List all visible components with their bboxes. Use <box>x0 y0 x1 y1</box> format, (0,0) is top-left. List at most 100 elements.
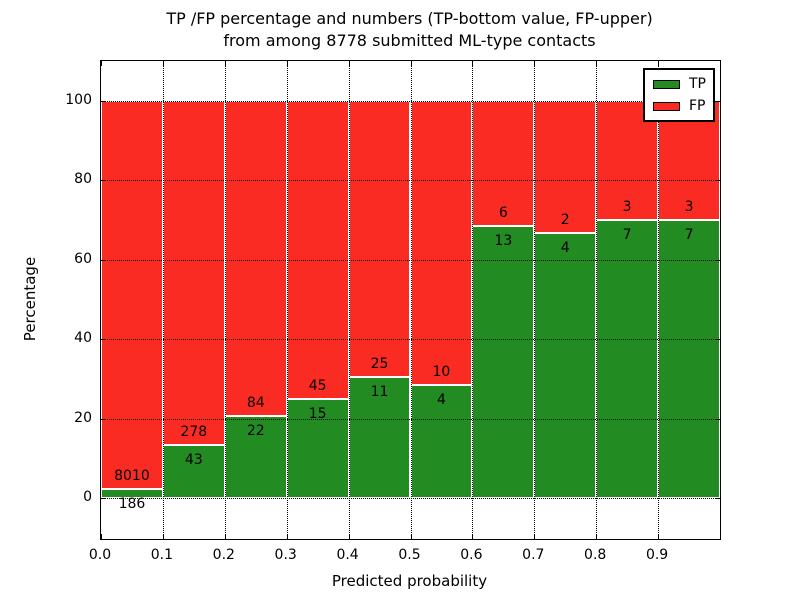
legend-swatch-fp-icon <box>653 101 680 111</box>
gridline-vertical <box>472 61 474 539</box>
x-tick-label: 0.6 <box>460 547 483 563</box>
x-tick-mark <box>658 61 660 66</box>
x-tick-mark <box>410 534 412 539</box>
x-tick-label: 0.3 <box>274 547 297 563</box>
x-tick-mark <box>162 534 164 539</box>
bar-segment-tp <box>596 220 659 498</box>
tp-count-label: 13 <box>494 233 513 250</box>
legend-label-fp: FP <box>689 98 706 114</box>
fp-count-label: 3 <box>684 199 694 216</box>
fp-count-label: 3 <box>622 199 632 216</box>
tp-count-label: 22 <box>246 422 265 439</box>
fp-count-label: 2 <box>560 212 570 229</box>
y-tick-mark <box>715 418 720 420</box>
chart-title-line2: from among 8778 submitted ML-type contac… <box>223 31 596 50</box>
y-tick-mark <box>715 101 720 102</box>
y-tick-mark <box>101 339 106 341</box>
x-tick-label: 0.9 <box>645 547 669 563</box>
x-tick-label: 0.7 <box>522 547 545 563</box>
y-tick-mark <box>101 101 106 102</box>
legend: TP FP <box>643 68 715 122</box>
bar-segment-fp <box>286 101 349 399</box>
x-tick-mark <box>348 534 350 539</box>
legend-item-tp: TP <box>645 73 713 95</box>
bar-segment-fp <box>224 101 287 416</box>
tp-count-label: 4 <box>436 391 446 408</box>
bar-segment-tp <box>286 398 349 498</box>
gridline-vertical <box>286 61 288 539</box>
x-tick-label: 0.1 <box>150 547 174 563</box>
chart-title-line1: TP /FP percentage and numbers (TP-bottom… <box>166 9 653 28</box>
x-axis-label: Predicted probability <box>331 572 488 590</box>
x-tick-mark <box>101 61 102 66</box>
gridline-vertical <box>162 61 164 539</box>
fp-count-label: 10 <box>432 363 451 380</box>
y-tick-mark <box>101 180 106 182</box>
x-tick-mark <box>348 61 350 66</box>
bar-segment-tp <box>658 220 720 498</box>
bar-segment-tp <box>472 226 535 498</box>
x-tick-mark <box>472 534 474 539</box>
gridline-vertical <box>534 61 536 539</box>
x-tick-label: 0.4 <box>336 547 359 563</box>
gridline-vertical <box>410 61 412 539</box>
y-tick-mark <box>715 339 720 341</box>
x-tick-label: 0.0 <box>88 547 112 563</box>
bar-segment-tp <box>162 444 225 498</box>
fp-count-label: 278 <box>180 423 208 440</box>
chart-title: TP /FP percentage and numbers (TP-bottom… <box>100 8 719 52</box>
bar-segment-fp <box>534 101 597 234</box>
legend-swatch-tp-icon <box>653 79 680 89</box>
x-tick-mark <box>224 534 226 539</box>
bar-segment-tp <box>348 376 411 498</box>
x-tick-mark <box>224 61 226 66</box>
legend-label-tp: TP <box>689 76 706 92</box>
y-tick-mark <box>715 498 720 499</box>
y-tick-label: 0 <box>83 489 92 505</box>
gridline-vertical <box>658 61 660 539</box>
plot-area: TP FP 8010 186 278 43 84 22 45 15 25 11 10 4 6 13 2 4 3 7… <box>100 60 721 540</box>
tp-count-label: 186 <box>118 495 146 512</box>
y-tick-label: 80 <box>74 171 92 188</box>
fp-count-label: 25 <box>370 355 389 372</box>
y-tick-mark <box>101 259 106 261</box>
tp-count-label: 4 <box>560 240 570 257</box>
tp-count-label: 15 <box>308 405 327 422</box>
bar-segment-tp <box>101 488 163 498</box>
bar-segment-fp <box>101 101 163 489</box>
x-tick-mark <box>410 61 412 66</box>
gridline-vertical <box>348 61 350 539</box>
x-tick-mark <box>658 534 660 539</box>
x-tick-label: 0.5 <box>398 547 421 563</box>
x-tick-mark <box>534 534 536 539</box>
tp-count-label: 43 <box>184 451 203 468</box>
x-tick-mark <box>162 61 164 66</box>
y-tick-label: 100 <box>65 92 92 108</box>
x-tick-mark <box>286 61 288 66</box>
y-tick-mark <box>715 259 720 261</box>
y-tick-mark <box>101 418 106 420</box>
gridline-vertical <box>224 61 226 539</box>
tp-count-label: 7 <box>622 227 632 244</box>
y-tick-label: 20 <box>74 409 92 426</box>
bar-segment-fp <box>162 101 225 445</box>
x-tick-mark <box>472 61 474 66</box>
x-tick-mark <box>596 61 598 66</box>
y-tick-mark <box>715 180 720 182</box>
y-tick-label: 40 <box>74 330 92 347</box>
x-tick-label: 0.2 <box>212 547 235 563</box>
gridline-vertical <box>596 61 598 539</box>
tp-count-label: 7 <box>684 227 694 244</box>
x-tick-label: 0.8 <box>584 547 607 563</box>
x-tick-mark <box>286 534 288 539</box>
x-tick-mark <box>101 534 102 539</box>
bar-segment-fp <box>410 101 473 385</box>
bar-segment-fp <box>472 101 535 227</box>
tp-count-label: 11 <box>370 383 389 400</box>
fp-count-label: 6 <box>498 205 508 222</box>
x-tick-mark <box>534 61 536 66</box>
y-tick-mark <box>101 498 106 499</box>
fp-count-label: 84 <box>246 394 265 411</box>
y-tick-label: 60 <box>74 250 92 267</box>
